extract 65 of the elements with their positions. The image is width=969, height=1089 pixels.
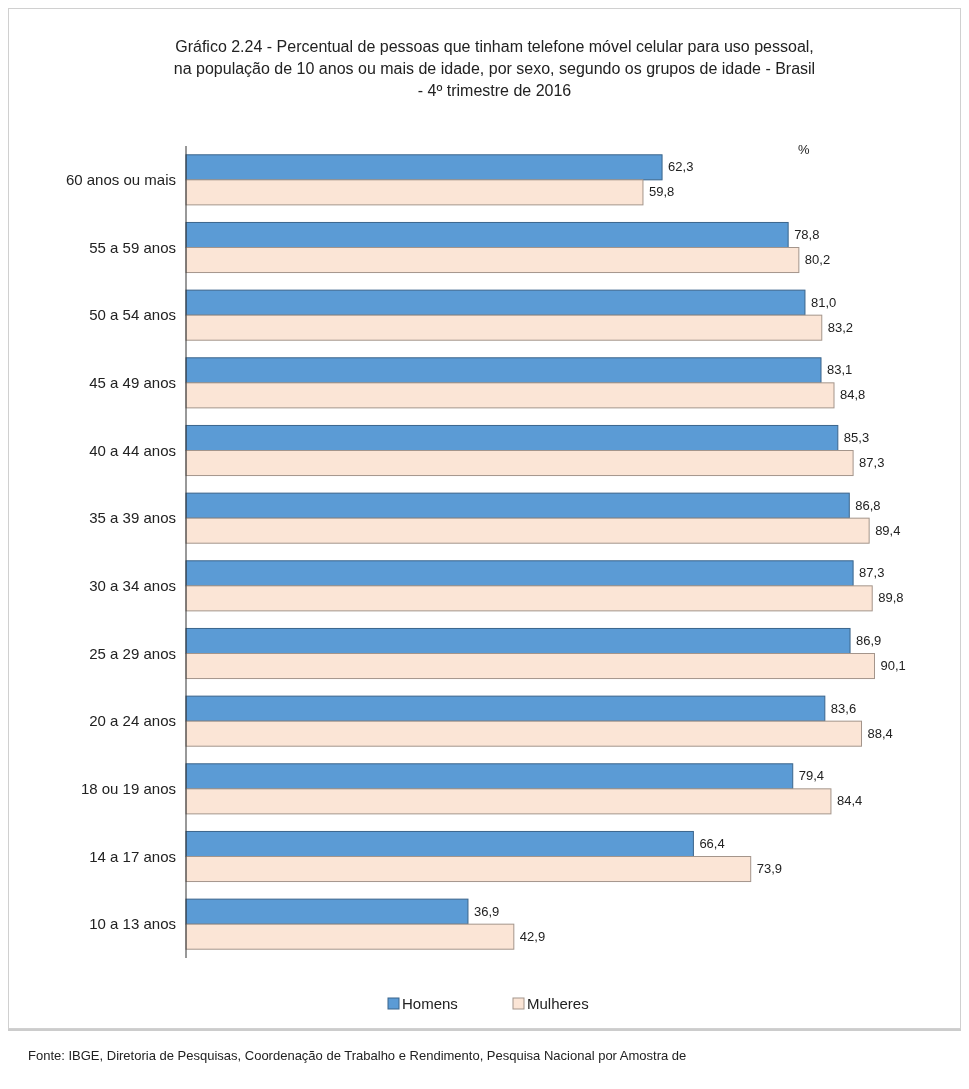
bar [185, 450, 854, 477]
data-label: 89,4 [875, 522, 901, 538]
legend-label: Mulheres [527, 995, 589, 1012]
bar [185, 653, 875, 680]
source-note: Fonte: IBGE, Diretoria de Pesquisas, Coordenação de Trabalho e Rendimento, Pesquisa Nacional por Amostra de [28, 1048, 687, 1063]
bar [185, 382, 835, 409]
data-label: 90,1 [880, 658, 906, 674]
data-label: 59,8 [648, 184, 675, 200]
y-tick-label: 60 anos ou mais [65, 170, 176, 188]
bar [185, 424, 839, 451]
bar [185, 763, 794, 790]
bar [185, 247, 800, 274]
bar [185, 492, 850, 519]
data-label: 36,9 [473, 903, 500, 919]
bar [185, 830, 694, 857]
y-tick-label: 20 a 24 anos [89, 712, 176, 730]
y-tick-label: 18 ou 19 anos [80, 779, 176, 797]
bar [185, 179, 644, 206]
data-label: 83,6 [830, 700, 857, 716]
y-tick-label: 14 a 17 anos [89, 847, 176, 865]
bar [185, 923, 515, 950]
bar [185, 627, 851, 654]
data-label: 66,4 [699, 835, 725, 851]
bar [185, 357, 822, 384]
bar [185, 221, 789, 248]
data-label: 85,3 [843, 429, 870, 445]
data-label: 83,1 [827, 362, 853, 378]
y-tick-label: 30 a 34 anos [89, 576, 176, 594]
data-label: 87,3 [859, 565, 885, 581]
bar [185, 314, 823, 341]
bar [185, 289, 806, 316]
data-label: 86,9 [856, 632, 882, 648]
data-label: 83,2 [827, 319, 854, 335]
data-label: 86,8 [855, 497, 881, 513]
bar [185, 898, 469, 925]
data-label: 78,8 [794, 226, 820, 242]
data-label: 88,4 [867, 725, 893, 741]
data-label: 89,8 [878, 590, 904, 606]
y-tick-label: 55 a 59 anos [89, 238, 176, 256]
data-label: 42,9 [519, 928, 546, 944]
x-axis-title: % [798, 142, 810, 157]
bar [185, 585, 873, 612]
y-tick-label: 35 a 39 anos [89, 509, 176, 527]
data-label: 80,2 [804, 252, 831, 268]
y-tick-label: 40 a 44 anos [89, 441, 176, 459]
legend-label: Homens [402, 995, 458, 1012]
y-tick-label: 50 a 54 anos [89, 306, 176, 324]
y-tick-label: 10 a 13 anos [89, 915, 176, 933]
y-tick-label: 45 a 49 anos [89, 373, 176, 391]
data-label: 73,9 [756, 861, 783, 877]
y-tick-label: 25 a 29 anos [89, 644, 176, 662]
bar [185, 560, 854, 587]
data-label: 79,4 [798, 768, 825, 784]
data-label: 81,0 [810, 294, 837, 310]
bar [185, 695, 826, 722]
bar [185, 517, 870, 544]
data-label: 62,3 [668, 159, 694, 175]
bar [185, 720, 863, 747]
data-label: 87,3 [859, 455, 885, 471]
chart-title: Gráfico 2.24 - Percentual de pessoas que tinham telefone móvel celular para uso pessoal, na população de 10 anos ou mais de idade, por sexo, segundo os grupos de idade - Brasil - 4º trimestre de 2016 [173, 38, 816, 99]
bar [185, 154, 663, 181]
bar [185, 788, 832, 815]
data-label: 84,8 [840, 387, 866, 403]
bar [185, 856, 752, 883]
data-label: 84,4 [836, 793, 863, 809]
